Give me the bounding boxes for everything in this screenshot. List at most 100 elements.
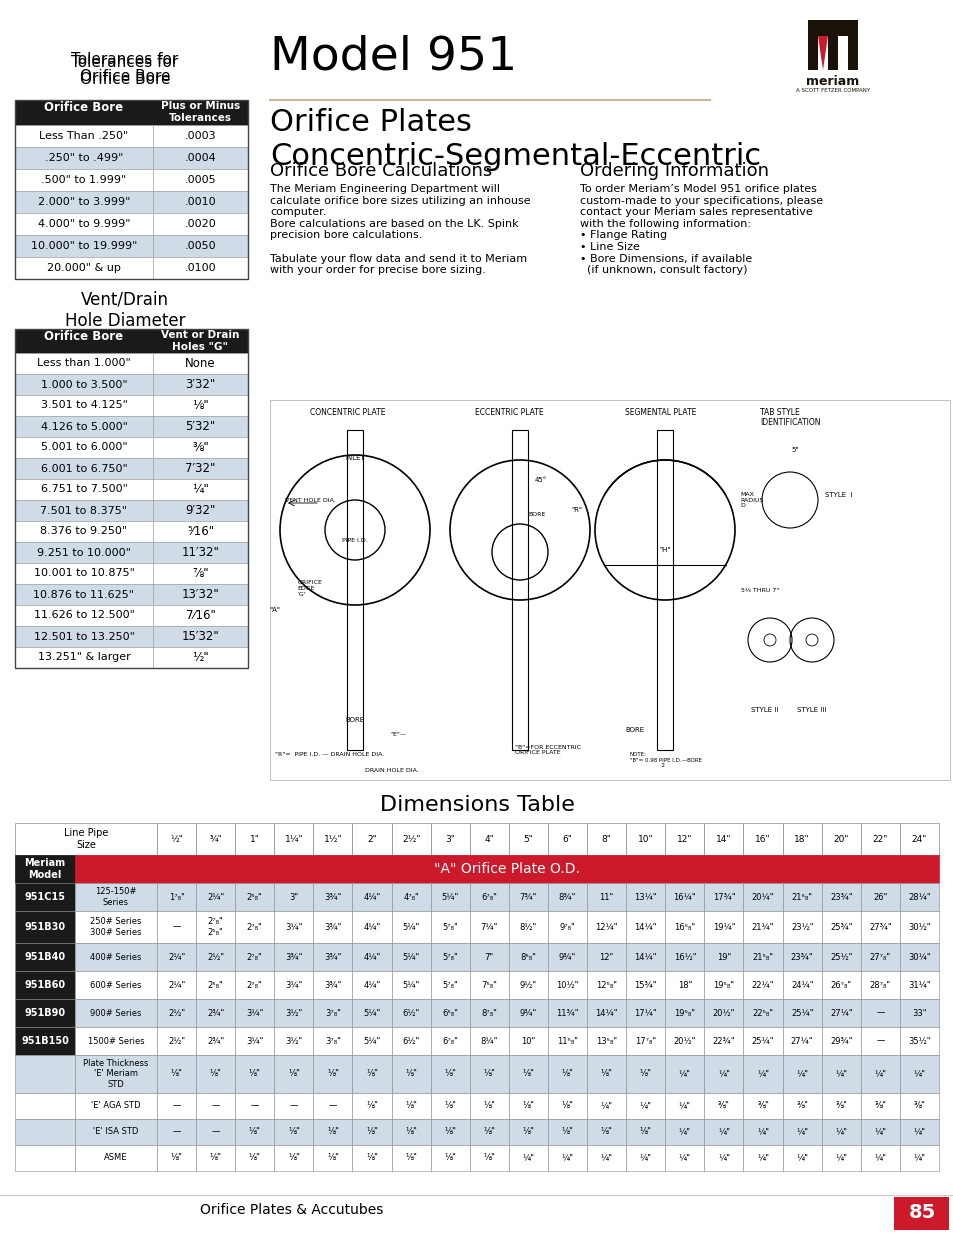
Bar: [703, 911, 742, 944]
Text: 20½": 20½": [712, 1009, 735, 1018]
Bar: [314, 944, 352, 971]
Bar: [235, 944, 274, 971]
Bar: [15, 647, 152, 668]
Bar: [196, 999, 235, 1028]
Text: meriam: meriam: [805, 75, 859, 88]
Bar: [469, 1028, 508, 1055]
Text: 20½": 20½": [673, 1036, 696, 1046]
Bar: [157, 1119, 196, 1145]
Bar: [430, 999, 469, 1028]
Bar: [15, 479, 152, 500]
Text: 21⁵₈": 21⁵₈": [791, 893, 812, 902]
Text: 6⁵₈": 6⁵₈": [442, 1009, 457, 1018]
Bar: [196, 1145, 235, 1171]
Bar: [157, 971, 196, 999]
Text: 25¾": 25¾": [829, 923, 852, 931]
Text: 19⁵₈": 19⁵₈": [674, 1009, 695, 1018]
Bar: [847, 20, 857, 70]
Bar: [235, 883, 274, 911]
Bar: [742, 1093, 781, 1119]
Bar: [664, 1028, 703, 1055]
Bar: [152, 147, 248, 169]
Bar: [742, 971, 781, 999]
Bar: [152, 169, 248, 191]
Bar: [352, 1055, 391, 1093]
Bar: [625, 944, 664, 971]
Text: —: —: [172, 1128, 180, 1136]
Bar: [235, 971, 274, 999]
Text: ¼": ¼": [192, 483, 209, 496]
Text: ⅛": ⅛": [327, 1153, 338, 1162]
Text: 'E' AGA STD: 'E' AGA STD: [91, 1102, 141, 1110]
Bar: [235, 999, 274, 1028]
Bar: [157, 883, 196, 911]
Text: 9¾": 9¾": [558, 952, 576, 962]
Bar: [664, 971, 703, 999]
Text: ⅛": ⅛": [483, 1128, 495, 1136]
Bar: [391, 1093, 430, 1119]
Bar: [152, 329, 248, 353]
Text: 4": 4": [484, 835, 494, 844]
Bar: [469, 999, 508, 1028]
Bar: [352, 883, 391, 911]
Text: 10": 10": [520, 1036, 535, 1046]
Bar: [15, 329, 248, 668]
Bar: [781, 1093, 821, 1119]
Text: 85: 85: [907, 1203, 935, 1223]
Text: INLET: INLET: [345, 454, 364, 461]
Text: ⁵⁄16": ⁵⁄16": [187, 525, 213, 538]
Text: ⅜": ⅜": [835, 1102, 846, 1110]
Text: 951C15: 951C15: [25, 892, 66, 902]
Bar: [625, 1119, 664, 1145]
Text: 5¼": 5¼": [402, 923, 419, 931]
Text: 8": 8": [601, 835, 611, 844]
Text: 951B30: 951B30: [25, 923, 66, 932]
Bar: [469, 823, 508, 855]
Bar: [899, 1055, 938, 1093]
Text: ¼": ¼": [912, 1070, 924, 1078]
Text: 30½": 30½": [907, 923, 930, 931]
Text: 4¼": 4¼": [363, 923, 380, 931]
Bar: [152, 647, 248, 668]
Text: BORE: BORE: [625, 727, 644, 734]
Text: "B"=FOR ECCENTRIC
ORIFICE PLATE: "B"=FOR ECCENTRIC ORIFICE PLATE: [515, 745, 580, 756]
Text: ¼": ¼": [796, 1153, 807, 1162]
Bar: [274, 944, 314, 971]
Text: .0020: .0020: [185, 219, 216, 228]
Text: 6": 6": [562, 835, 572, 844]
Bar: [196, 883, 235, 911]
Text: 2¾": 2¾": [207, 1036, 224, 1046]
Bar: [152, 563, 248, 584]
Bar: [586, 1093, 625, 1119]
Text: 9.251 to 10.000": 9.251 to 10.000": [37, 547, 131, 557]
Text: 5¼": 5¼": [363, 1009, 380, 1018]
Bar: [781, 999, 821, 1028]
Bar: [703, 823, 742, 855]
Text: 3¼": 3¼": [285, 923, 302, 931]
Bar: [625, 1145, 664, 1171]
Text: ⅛": ⅛": [288, 1070, 299, 1078]
Text: Tolerances for
Orifice Bore: Tolerances for Orifice Bore: [71, 52, 178, 84]
Bar: [15, 584, 152, 605]
Text: 8⁷₈": 8⁷₈": [481, 1009, 497, 1018]
Bar: [664, 1145, 703, 1171]
Bar: [827, 20, 857, 36]
Text: 16½": 16½": [673, 952, 696, 962]
Text: 8.376 to 9.250": 8.376 to 9.250": [40, 526, 128, 536]
Bar: [664, 1093, 703, 1119]
Text: 9′32": 9′32": [185, 504, 215, 517]
Bar: [152, 395, 248, 416]
Text: 22": 22": [872, 835, 887, 844]
Text: 5¼": 5¼": [441, 893, 458, 902]
Text: Vent/Drain
Hole Diameter: Vent/Drain Hole Diameter: [65, 291, 185, 330]
Bar: [235, 1119, 274, 1145]
Bar: [821, 971, 860, 999]
Bar: [157, 944, 196, 971]
Text: 2½": 2½": [168, 1009, 185, 1018]
Bar: [75, 1145, 157, 1171]
Text: 5¼": 5¼": [402, 981, 419, 989]
Text: 3½": 3½": [285, 1009, 302, 1018]
Bar: [430, 823, 469, 855]
Text: 31¼": 31¼": [907, 981, 930, 989]
Bar: [625, 883, 664, 911]
